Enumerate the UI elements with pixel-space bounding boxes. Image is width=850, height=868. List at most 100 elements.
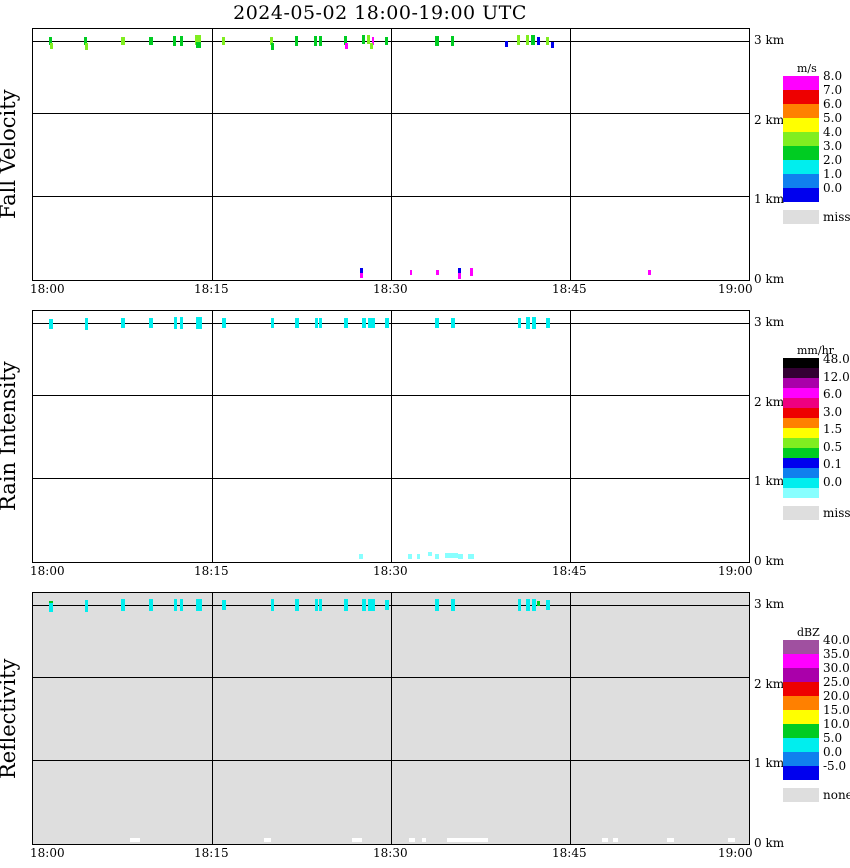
data-mark — [360, 272, 363, 278]
data-mark — [84, 599, 89, 612]
colorbar-tick-reflectivity-5: 15.0 — [823, 703, 850, 717]
colorbar-tick-rain-intensity-3: 3.0 — [823, 404, 843, 419]
colorbar-tick-rain-intensity-6: 0.1 — [823, 457, 843, 471]
data-mark — [446, 838, 489, 842]
colorbar-tick-reflectivity-3: 25.0 — [823, 675, 850, 689]
colorbar-swatch — [783, 388, 819, 398]
data-mark — [408, 838, 415, 842]
data-mark — [222, 37, 226, 45]
gridline-v-1845 — [570, 593, 571, 844]
colorbar-swatch — [783, 418, 819, 428]
data-mark — [435, 553, 439, 560]
gridline-v-1830 — [391, 593, 392, 844]
colorbar-swatch — [783, 408, 819, 418]
colorbar-unit-fall-velocity: m/s — [797, 62, 817, 75]
data-mark — [445, 553, 459, 558]
data-mark — [121, 36, 125, 46]
colorbar-tick-fall-velocity-6: 2.0 — [823, 153, 843, 167]
data-mark — [517, 599, 522, 611]
data-mark — [269, 37, 274, 45]
colorbar-swatch — [783, 448, 819, 458]
colorbar-swatch — [783, 398, 819, 408]
colorbar-swatch — [783, 752, 819, 766]
colorbar-tick-rain-intensity-4: 1.5 — [823, 422, 843, 436]
colorbar-missing-label-reflectivity: none — [823, 788, 850, 802]
colorbar-tick-reflectivity-9: -5.0 — [823, 759, 847, 773]
data-mark — [526, 317, 530, 329]
data-mark — [121, 317, 125, 329]
data-mark — [271, 43, 275, 50]
data-mark — [408, 553, 413, 560]
data-mark — [295, 317, 299, 329]
gridline-v-1815 — [212, 593, 213, 844]
colorbar-tick-reflectivity-7: 5.0 — [823, 731, 843, 745]
data-mark — [371, 37, 375, 45]
colorbar-tick-rain-intensity-0: 48.0 — [823, 352, 850, 366]
data-mark — [546, 599, 550, 611]
colorbar-swatch — [783, 478, 819, 488]
x-tick-rain-intensity-1830: 18:30 — [373, 564, 408, 578]
y-tick-reflectivity-0km: 0 km — [754, 836, 785, 850]
data-mark — [525, 35, 530, 46]
data-mark — [435, 36, 439, 46]
data-mark — [315, 599, 318, 611]
colorbar-swatch — [783, 766, 819, 780]
y-tick-rain-intensity-0km: 0 km — [754, 554, 785, 568]
y-tick-rain-intensity-2km: 2 km — [754, 394, 785, 409]
data-mark — [343, 35, 348, 45]
colorbar-tick-reflectivity-8: 0.0 — [823, 745, 843, 759]
data-mark — [195, 598, 203, 612]
data-mark — [416, 553, 421, 560]
data-mark — [179, 599, 183, 611]
panel-reflectivity — [32, 592, 750, 845]
colorbar-swatch — [783, 90, 819, 104]
data-mark — [526, 599, 530, 611]
colorbar-swatch — [783, 428, 819, 438]
data-mark — [435, 599, 439, 611]
data-mark — [148, 36, 153, 46]
data-mark — [121, 599, 125, 611]
colorbar-missing-swatch-fall-velocity — [783, 210, 819, 224]
data-mark — [85, 42, 89, 51]
colorbar-tick-fall-velocity-0: 8.0 — [823, 69, 843, 83]
colorbar-tick-fall-velocity-4: 4.0 — [823, 125, 843, 139]
x-tick-fall-velocity-1815: 18:15 — [194, 282, 229, 296]
data-mark — [537, 600, 540, 607]
y-tick-reflectivity-3km: 3 km — [754, 597, 785, 611]
panel-rain-intensity — [32, 310, 750, 563]
data-mark — [470, 268, 474, 276]
colorbar-tick-rain-intensity-2: 6.0 — [823, 387, 843, 401]
data-mark — [270, 599, 275, 611]
colorbar-swatch — [783, 174, 819, 188]
x-tick-reflectivity-1830: 18:30 — [373, 846, 408, 860]
data-mark — [319, 317, 323, 329]
colorbar-swatch — [783, 488, 819, 498]
data-mark — [601, 838, 608, 842]
colorbar-tick-reflectivity-1: 35.0 — [823, 647, 850, 661]
gridline-v-1845 — [570, 311, 571, 562]
colorbar-swatch — [783, 654, 819, 668]
colorbar-swatch — [783, 378, 819, 388]
data-mark — [179, 317, 183, 329]
colorbar-tick-fall-velocity-5: 3.0 — [823, 139, 843, 153]
data-mark — [174, 599, 177, 611]
colorbar-swatch — [783, 160, 819, 174]
data-mark — [421, 838, 427, 842]
colorbar-swatch — [783, 76, 819, 90]
data-mark — [50, 42, 54, 49]
colorbar-tick-reflectivity-2: 30.0 — [823, 661, 850, 675]
data-mark — [359, 553, 364, 560]
data-mark — [362, 317, 366, 329]
data-mark — [295, 599, 299, 611]
colorbar-swatch — [783, 696, 819, 710]
data-mark — [385, 599, 389, 611]
data-mark — [362, 599, 366, 611]
data-mark — [195, 317, 203, 329]
gridline-v-1830 — [391, 29, 392, 280]
x-tick-reflectivity-1845: 18:45 — [552, 846, 587, 860]
colorbar-swatch — [783, 438, 819, 448]
colorbar-tick-reflectivity-0: 40.0 — [823, 633, 850, 647]
y-tick-fall-velocity-1km: 1 km — [754, 192, 785, 207]
y-tick-fall-velocity-2km: 2 km — [754, 112, 785, 127]
data-mark — [344, 599, 349, 611]
